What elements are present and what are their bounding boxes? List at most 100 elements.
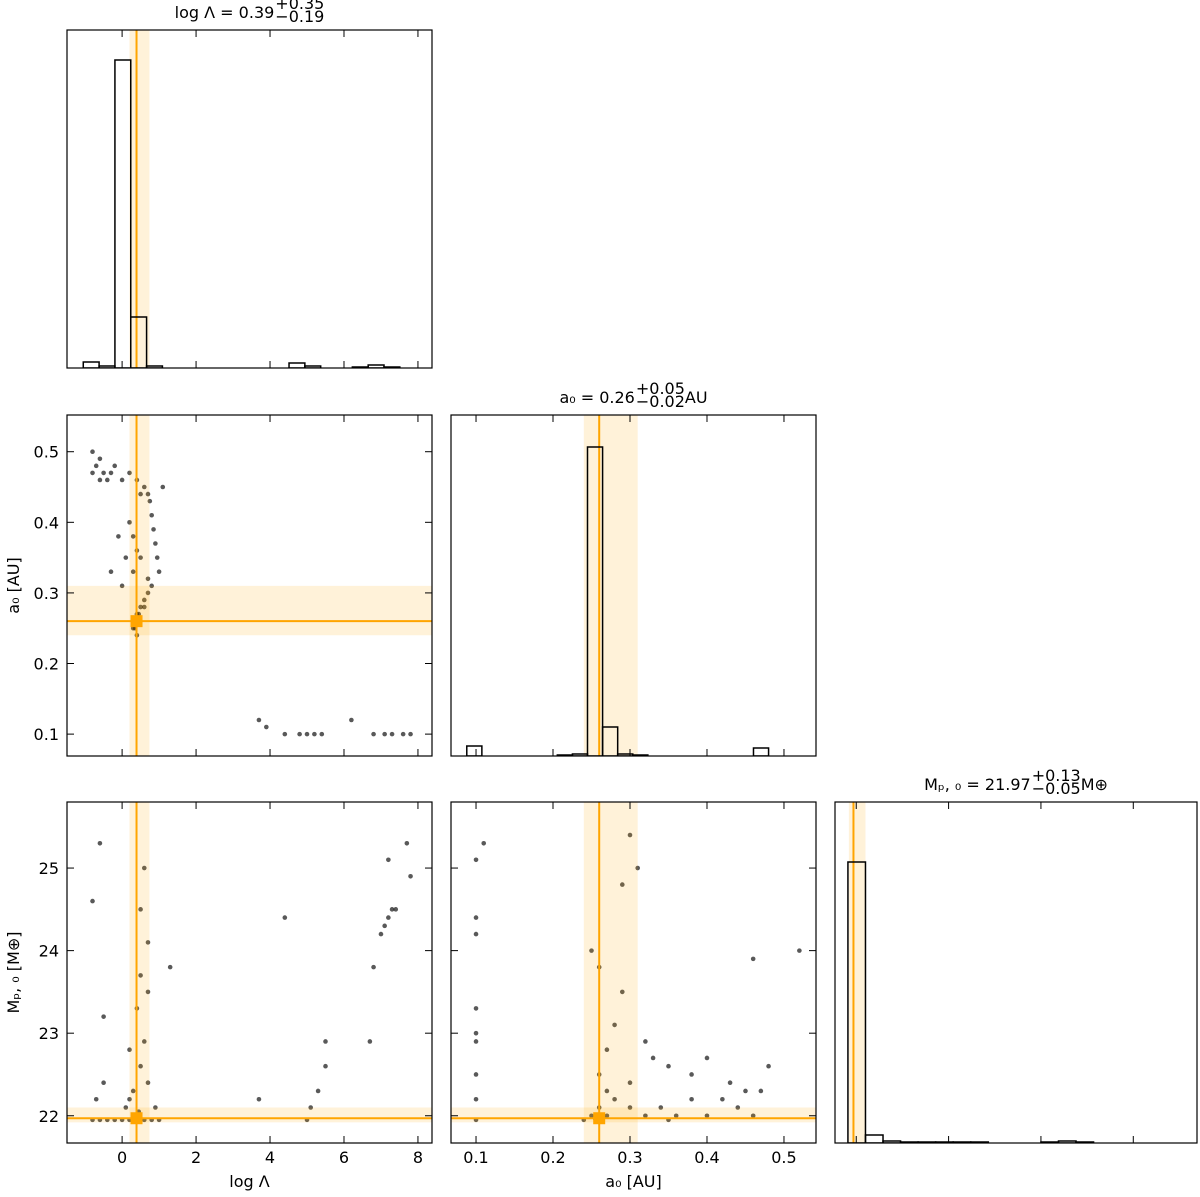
x-tick-label: 0.3 bbox=[617, 1148, 642, 1167]
sample-point bbox=[130, 1088, 136, 1094]
title-sub: −0.05 bbox=[1032, 779, 1081, 798]
hist-bar bbox=[130, 316, 148, 368]
sample-point bbox=[604, 1088, 610, 1094]
quantile-band bbox=[129, 415, 150, 756]
sample-point bbox=[97, 456, 103, 462]
axes-frame bbox=[66, 29, 433, 369]
sample-point bbox=[604, 1113, 610, 1119]
sample-point bbox=[130, 534, 136, 539]
sample-point bbox=[766, 1063, 771, 1069]
sample-point bbox=[727, 1080, 733, 1086]
sample-point bbox=[90, 449, 95, 455]
sample-point bbox=[750, 956, 756, 962]
sample-point bbox=[743, 1088, 748, 1094]
sample-point bbox=[408, 874, 413, 879]
sample-point bbox=[138, 1063, 143, 1069]
sample-point bbox=[408, 731, 413, 737]
y-tick-label: 22 bbox=[39, 1107, 59, 1126]
x-tick-label: 0.2 bbox=[540, 1148, 565, 1167]
sample-point bbox=[141, 1039, 147, 1044]
sample-point bbox=[367, 1039, 373, 1044]
sample-point bbox=[689, 1096, 694, 1102]
sample-point bbox=[371, 964, 376, 970]
sample-point bbox=[643, 1039, 648, 1044]
sample-point bbox=[127, 1096, 132, 1102]
quantile-band bbox=[67, 585, 432, 636]
sample-point bbox=[378, 931, 384, 937]
sample-point bbox=[141, 865, 147, 871]
sample-point bbox=[127, 1047, 132, 1052]
sample-point bbox=[627, 1105, 633, 1110]
y-tick-label: 0.2 bbox=[34, 655, 59, 674]
hist-bar bbox=[145, 365, 164, 368]
sample-point bbox=[149, 583, 154, 589]
sample-point bbox=[147, 498, 153, 504]
sample-point bbox=[167, 964, 173, 970]
title-suffix: M⊕ bbox=[1081, 775, 1108, 794]
title-sup: +0.05 bbox=[636, 379, 685, 398]
sample-point bbox=[619, 989, 625, 995]
sample-point bbox=[643, 1113, 648, 1119]
sample-point bbox=[93, 1096, 99, 1102]
hist-bar bbox=[586, 446, 604, 756]
y-tick-label: 24 bbox=[39, 942, 59, 961]
sample-point bbox=[481, 840, 487, 846]
x-tick-label: 8 bbox=[413, 1148, 423, 1167]
sample-point bbox=[473, 1096, 479, 1102]
sample-point bbox=[90, 470, 95, 476]
hist-bar bbox=[82, 361, 100, 368]
sample-point bbox=[141, 597, 147, 603]
hist-bar bbox=[114, 59, 132, 368]
sample-point bbox=[635, 865, 640, 871]
x-tick-label: 4 bbox=[265, 1148, 275, 1167]
y-tick-label: 0.4 bbox=[34, 513, 59, 532]
sample-point bbox=[123, 1105, 129, 1110]
sample-point bbox=[282, 915, 288, 920]
sample-point bbox=[119, 477, 125, 483]
sample-point bbox=[127, 520, 132, 525]
sample-point bbox=[297, 731, 302, 737]
sample-point bbox=[97, 840, 103, 846]
panel: 0.1 0.2 0.3 0.4 0.5 a₀ [AU] bbox=[450, 801, 817, 1191]
sample-point bbox=[138, 604, 143, 610]
sample-point bbox=[627, 832, 633, 838]
sample-point bbox=[138, 973, 143, 978]
sample-point bbox=[93, 463, 99, 469]
sample-point bbox=[382, 731, 387, 737]
sample-point bbox=[589, 1113, 594, 1119]
y-tick-label: 0.3 bbox=[34, 584, 59, 603]
sample-point bbox=[153, 1105, 158, 1110]
quantile-band bbox=[583, 802, 638, 1143]
sample-point bbox=[264, 724, 269, 730]
panel: Mₚ, ₀ = 21.97 +0.13−0.05 M⊕ bbox=[834, 766, 1198, 1144]
sample-point bbox=[604, 1047, 610, 1052]
sample-point bbox=[127, 470, 132, 476]
sample-point bbox=[612, 1022, 617, 1028]
hist-bar bbox=[864, 1134, 884, 1143]
y-tick-label: 0.5 bbox=[34, 443, 59, 462]
sample-point bbox=[145, 491, 151, 497]
hist-bar bbox=[847, 861, 867, 1143]
sample-point bbox=[282, 731, 288, 737]
sample-point bbox=[308, 1105, 314, 1110]
sample-point bbox=[138, 555, 143, 560]
x-axis-label: log Λ bbox=[229, 1172, 269, 1191]
sample-point bbox=[319, 731, 325, 737]
sample-point bbox=[619, 882, 625, 887]
hist-bar bbox=[752, 747, 770, 756]
sample-point bbox=[145, 590, 151, 596]
plot-area bbox=[67, 415, 432, 756]
sample-point bbox=[108, 569, 114, 575]
title-sup: +0.35 bbox=[275, 0, 324, 13]
median-marker bbox=[130, 615, 143, 628]
quantile-band bbox=[129, 30, 150, 368]
sample-point bbox=[145, 989, 151, 995]
sample-point bbox=[473, 1030, 479, 1036]
sample-point bbox=[145, 576, 151, 582]
panel-title: a₀ = 0.26 bbox=[559, 388, 634, 407]
sample-point bbox=[256, 1096, 262, 1102]
sample-point bbox=[393, 907, 399, 912]
hist-bar bbox=[304, 365, 322, 368]
